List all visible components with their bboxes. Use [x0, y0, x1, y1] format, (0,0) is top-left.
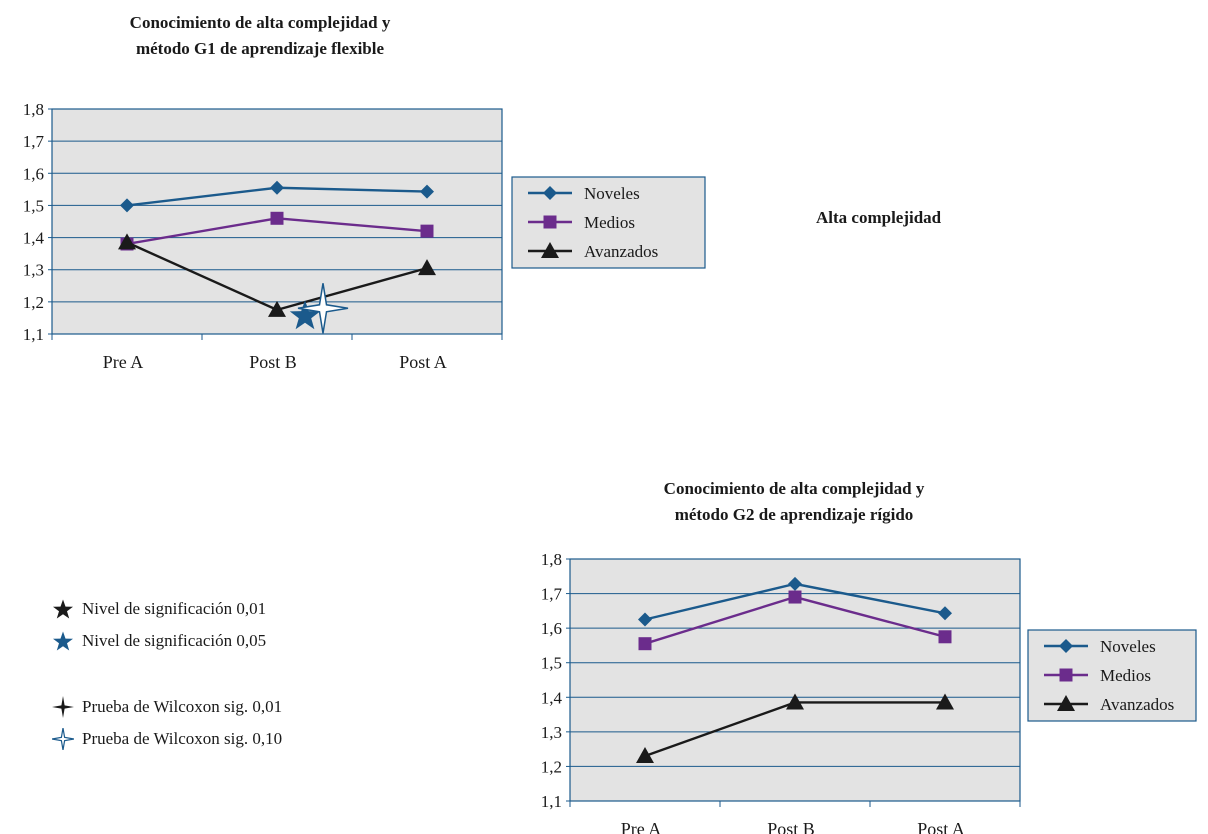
y-tick-label: 1,7	[541, 585, 563, 604]
diamond-marker	[270, 180, 284, 195]
triangle-marker	[636, 747, 654, 764]
x-tick-label: Post B	[249, 352, 297, 372]
diamond-marker	[788, 576, 802, 591]
square-marker	[638, 637, 652, 651]
y-tick-label: 1,1	[23, 325, 44, 344]
legend-label: Noveles	[1100, 637, 1156, 656]
sparkle-outline-icon	[52, 728, 74, 750]
y-tick-label: 1,3	[541, 723, 562, 742]
x-tick-label: Pre A	[103, 352, 144, 372]
square-marker	[543, 215, 557, 229]
star-shape	[53, 631, 73, 651]
legend-label: Avanzados	[1100, 695, 1174, 714]
sparkle-outline-shape	[52, 728, 74, 750]
side-label: Alta complejidad	[816, 208, 942, 227]
triangle-marker	[1057, 695, 1075, 711]
square-marker	[938, 630, 952, 644]
y-tick-label: 1,3	[23, 261, 44, 280]
key-label: Prueba de Wilcoxon sig. 0,10	[82, 729, 283, 748]
triangle-marker	[936, 693, 954, 710]
y-tick-label: 1,6	[23, 164, 44, 183]
key-row: Nivel de significación 0,05	[52, 630, 266, 652]
x-tick-label: Pre A	[621, 819, 662, 834]
square-marker	[788, 590, 802, 604]
diamond-marker	[938, 606, 952, 621]
key-row: Prueba de Wilcoxon sig. 0,10	[52, 728, 282, 750]
legend-label: Medios	[1100, 666, 1151, 685]
chart-title-line-2: método G1 de aprendizaje flexible	[135, 39, 385, 58]
chart-title: Conocimiento de alta complejidad y métod…	[80, 10, 440, 62]
y-tick-label: 1,5	[541, 654, 562, 673]
star-icon	[53, 599, 73, 619]
key-label: Nivel de significación 0,05	[82, 631, 267, 650]
y-tick-label: 1,8	[23, 100, 44, 119]
diamond-marker	[543, 186, 557, 200]
x-tick-label: Post A	[917, 819, 965, 834]
chart-title-line-1: Conocimiento de alta complejidad y	[663, 479, 925, 498]
key-label: Prueba de Wilcoxon sig. 0,01	[82, 697, 283, 716]
y-tick-label: 1,8	[541, 550, 562, 569]
chart-g1-plot: 1,1 1,2 1,3 1,4 1,5 1,6 1,7 1,8 Pre A Post B Post …	[23, 100, 706, 372]
diamond-marker	[638, 612, 652, 627]
sparkle-shape	[52, 696, 74, 718]
legend-label: Noveles	[584, 184, 640, 203]
x-tick-label: Post B	[767, 819, 815, 834]
star-shape	[53, 599, 73, 619]
key-row: Prueba de Wilcoxon sig. 0,01	[52, 696, 282, 718]
x-tick-label: Post A	[399, 352, 447, 372]
diamond-marker	[1059, 639, 1073, 653]
chart-title: Conocimiento de alta complejidad y métod…	[614, 476, 974, 528]
key-label: Nivel de significación 0,01	[82, 599, 267, 618]
y-tick-label: 1,4	[23, 229, 45, 248]
triangle-marker	[418, 259, 436, 276]
sparkle-icon	[52, 696, 74, 718]
y-tick-label: 1,5	[23, 196, 44, 215]
square-marker	[270, 211, 284, 225]
triangle-marker	[268, 300, 286, 317]
y-tick-label: 1,1	[541, 792, 562, 811]
legend-label: Avanzados	[584, 242, 658, 261]
diamond-marker	[420, 184, 434, 199]
chart-title-line-2: método G2 de aprendizaje rígido	[674, 505, 914, 524]
y-tick-label: 1,7	[23, 132, 45, 151]
triangle-marker	[541, 242, 559, 258]
chart-g1: Conocimiento de alta complejidad y métod…	[0, 0, 720, 390]
chart-title-line-1: Conocimiento de alta complejidad y	[129, 13, 391, 32]
key-row: Nivel de significación 0,01	[52, 598, 266, 620]
triangle-marker	[118, 233, 136, 250]
y-tick-label: 1,2	[23, 293, 44, 312]
significance-star-icon	[289, 300, 321, 330]
y-tick-label: 1,4	[541, 688, 563, 707]
y-tick-label: 1,6	[541, 619, 562, 638]
wilcoxon-sparkle-icon	[297, 283, 349, 334]
star-icon	[53, 631, 73, 651]
legend-label: Medios	[584, 213, 635, 232]
triangle-marker	[786, 693, 804, 710]
square-marker	[420, 224, 434, 238]
diamond-marker	[120, 198, 134, 213]
square-marker	[1059, 668, 1073, 682]
y-tick-label: 1,2	[541, 757, 562, 776]
